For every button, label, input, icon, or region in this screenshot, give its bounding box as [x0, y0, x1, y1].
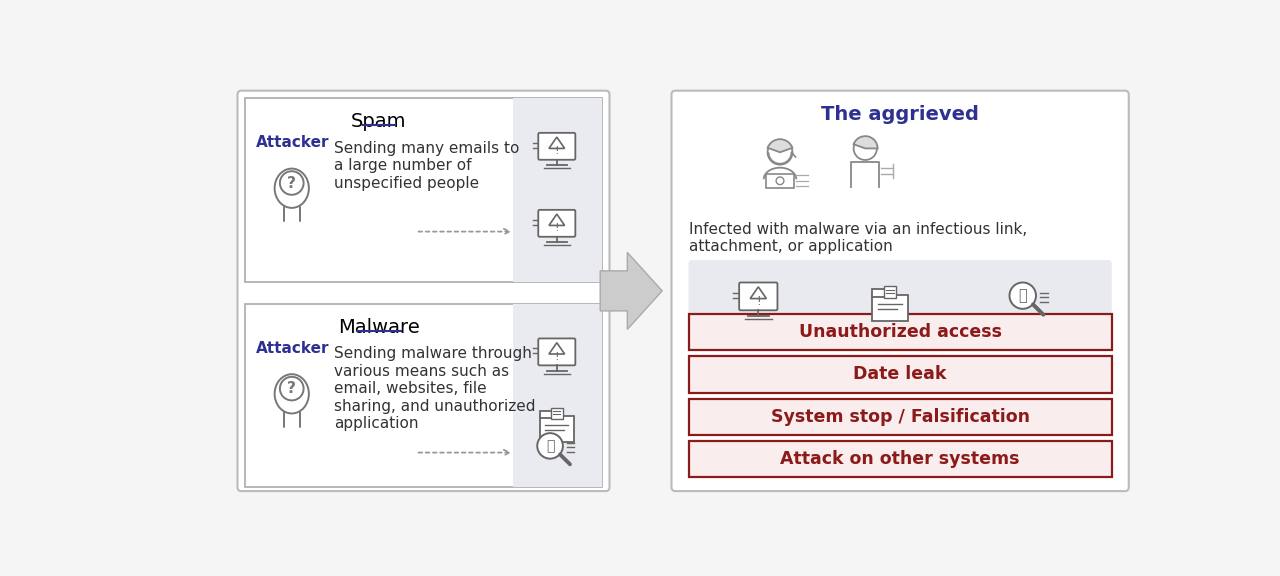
Text: The aggrieved: The aggrieved	[822, 104, 979, 123]
Bar	[540, 416, 573, 442]
Text: !: !	[554, 223, 559, 233]
Text: ⛓: ⛓	[545, 439, 554, 453]
Bar	[873, 289, 888, 297]
Bar	[540, 411, 556, 418]
Text: !: !	[554, 146, 559, 156]
Circle shape	[1010, 282, 1036, 309]
Bar	[552, 408, 562, 419]
Ellipse shape	[275, 169, 308, 208]
FancyBboxPatch shape	[539, 133, 575, 160]
FancyBboxPatch shape	[539, 210, 575, 237]
Text: Sending malware through
various means such as
email, websites, file
sharing, and: Sending malware through various means su…	[334, 346, 536, 431]
Bar	[689, 441, 1112, 478]
Bar	[246, 304, 602, 487]
Text: Infected with malware via an infectious link,
attachment, or application: Infected with malware via an infectious …	[689, 222, 1027, 254]
Text: Attacker: Attacker	[256, 341, 330, 356]
Bar	[765, 174, 794, 188]
Bar	[689, 399, 1112, 435]
Text: Unauthorized access: Unauthorized access	[799, 323, 1002, 341]
Bar	[512, 98, 602, 282]
Ellipse shape	[275, 374, 308, 414]
Bar	[689, 357, 1112, 392]
Polygon shape	[600, 252, 662, 329]
Text: ?: ?	[287, 381, 296, 396]
Text: Attack on other systems: Attack on other systems	[781, 450, 1020, 468]
Wedge shape	[768, 139, 792, 152]
Circle shape	[280, 377, 303, 400]
Text: !: !	[756, 295, 760, 308]
Wedge shape	[854, 136, 878, 149]
Bar	[884, 286, 896, 298]
Circle shape	[854, 137, 877, 160]
Circle shape	[538, 433, 563, 458]
Text: Spam: Spam	[351, 112, 407, 131]
Text: Sending many emails to
a large number of
unspecified people: Sending many emails to a large number of…	[334, 141, 520, 191]
Circle shape	[768, 140, 792, 165]
Circle shape	[280, 171, 303, 195]
Text: ?: ?	[287, 176, 296, 191]
FancyBboxPatch shape	[238, 90, 609, 491]
Text: Attacker: Attacker	[256, 135, 330, 150]
Circle shape	[776, 177, 783, 185]
Bar	[246, 98, 602, 282]
Bar	[512, 304, 602, 487]
Text: System stop / Falsification: System stop / Falsification	[771, 408, 1029, 426]
FancyBboxPatch shape	[689, 260, 1112, 337]
FancyBboxPatch shape	[739, 282, 777, 310]
Bar	[689, 314, 1112, 350]
Text: Date leak: Date leak	[854, 365, 947, 384]
Bar	[873, 295, 908, 321]
Text: ⛓: ⛓	[1019, 288, 1027, 303]
FancyBboxPatch shape	[539, 339, 575, 365]
Text: Malware: Malware	[338, 318, 420, 337]
FancyBboxPatch shape	[672, 90, 1129, 491]
Text: !: !	[554, 352, 559, 362]
